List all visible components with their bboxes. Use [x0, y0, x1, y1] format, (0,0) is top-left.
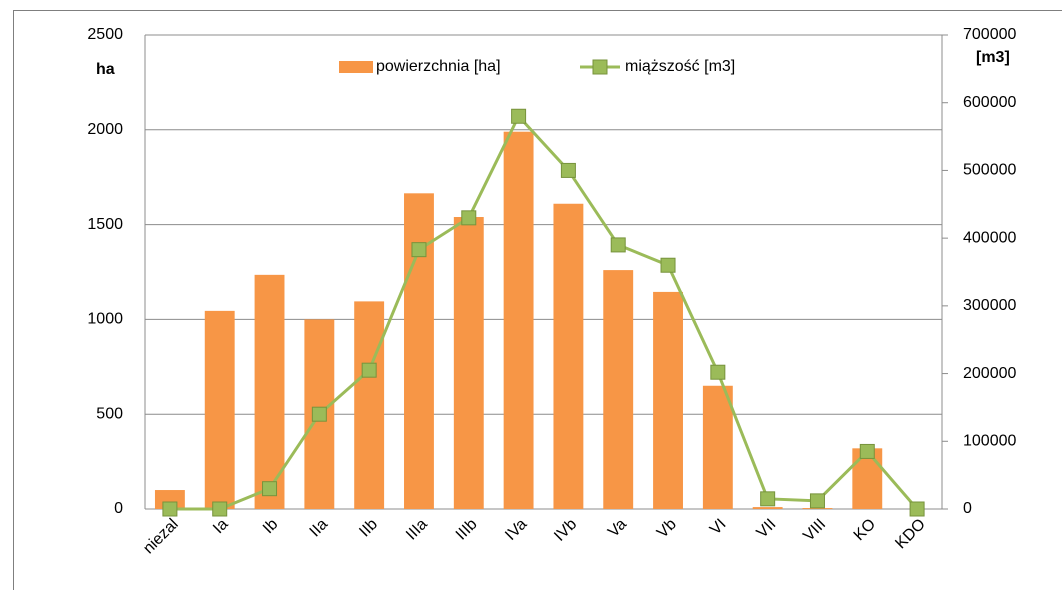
bar: [752, 507, 783, 509]
chart-frame: [13, 10, 1062, 590]
y-axis-label: ha: [96, 61, 115, 78]
x-tick-label: KDO: [892, 516, 929, 553]
x-tick-label: Vb: [654, 516, 680, 542]
x-tick-label: IIb: [356, 516, 381, 541]
x-tick-label: KO: [851, 516, 879, 544]
bar: [802, 508, 833, 509]
y2-tick-label: 300000: [963, 297, 1016, 314]
x-tick-label: Ia: [210, 516, 232, 538]
bar: [553, 203, 584, 509]
y2-tick-label: 200000: [963, 365, 1016, 382]
line-marker: [511, 108, 527, 124]
line-marker: [760, 491, 776, 507]
x-tick-label: Va: [605, 516, 630, 541]
line-marker: [909, 501, 925, 517]
x-tick-label: Ib: [260, 516, 282, 538]
line-marker: [411, 242, 427, 258]
x-tick-label: VI: [707, 516, 730, 539]
line-marker: [461, 210, 477, 226]
y-tick-label: 2500: [87, 26, 123, 43]
y-tick-label: 2000: [87, 121, 123, 138]
line-marker: [262, 481, 278, 497]
bar: [254, 274, 285, 509]
line-marker: [560, 162, 576, 178]
bar: [354, 301, 385, 509]
bar: [503, 131, 534, 510]
y2-tick-label: 700000: [963, 26, 1016, 43]
y2-axis-label: [m3]: [976, 49, 1010, 66]
x-tick-label: niezal: [140, 516, 182, 558]
x-tick-label: IIIb: [453, 516, 481, 544]
y2-tick-label: 400000: [963, 229, 1016, 246]
legend-swatch: [592, 59, 608, 75]
line-marker: [809, 493, 825, 509]
x-tick-label: VII: [754, 516, 780, 542]
bar: [653, 291, 683, 509]
y-tick-label: 0: [114, 500, 123, 517]
x-tick-label: IVb: [551, 516, 580, 545]
bar: [603, 270, 634, 509]
x-tick-label: IIIa: [403, 516, 431, 544]
line-marker: [660, 257, 676, 273]
line-marker: [162, 501, 178, 517]
y2-tick-label: 500000: [963, 162, 1016, 179]
line-marker: [610, 237, 626, 253]
line-marker: [859, 443, 875, 459]
y-tick-label: 500: [96, 405, 123, 422]
legend-swatch: [339, 61, 373, 73]
y-tick-label: 1500: [87, 216, 123, 233]
line-marker: [311, 406, 327, 422]
y2-tick-label: 100000: [963, 433, 1016, 450]
line: [169, 113, 919, 511]
legend-label: powierzchnia [ha]: [376, 58, 501, 75]
line-marker: [212, 501, 228, 517]
y-tick-label: 1000: [87, 311, 123, 328]
x-tick-label: VIII: [800, 516, 829, 545]
line-marker: [361, 362, 377, 378]
line-marker: [710, 364, 726, 380]
y2-tick-label: 600000: [963, 94, 1016, 111]
bar: [453, 217, 484, 510]
bar: [204, 310, 235, 509]
bar: [404, 193, 434, 510]
x-tick-label: IVa: [502, 516, 530, 544]
y2-tick-label: 0: [963, 500, 972, 517]
x-tick-label: IIa: [307, 516, 332, 541]
legend-label: miąższość [m3]: [625, 58, 735, 75]
bar: [702, 385, 733, 509]
